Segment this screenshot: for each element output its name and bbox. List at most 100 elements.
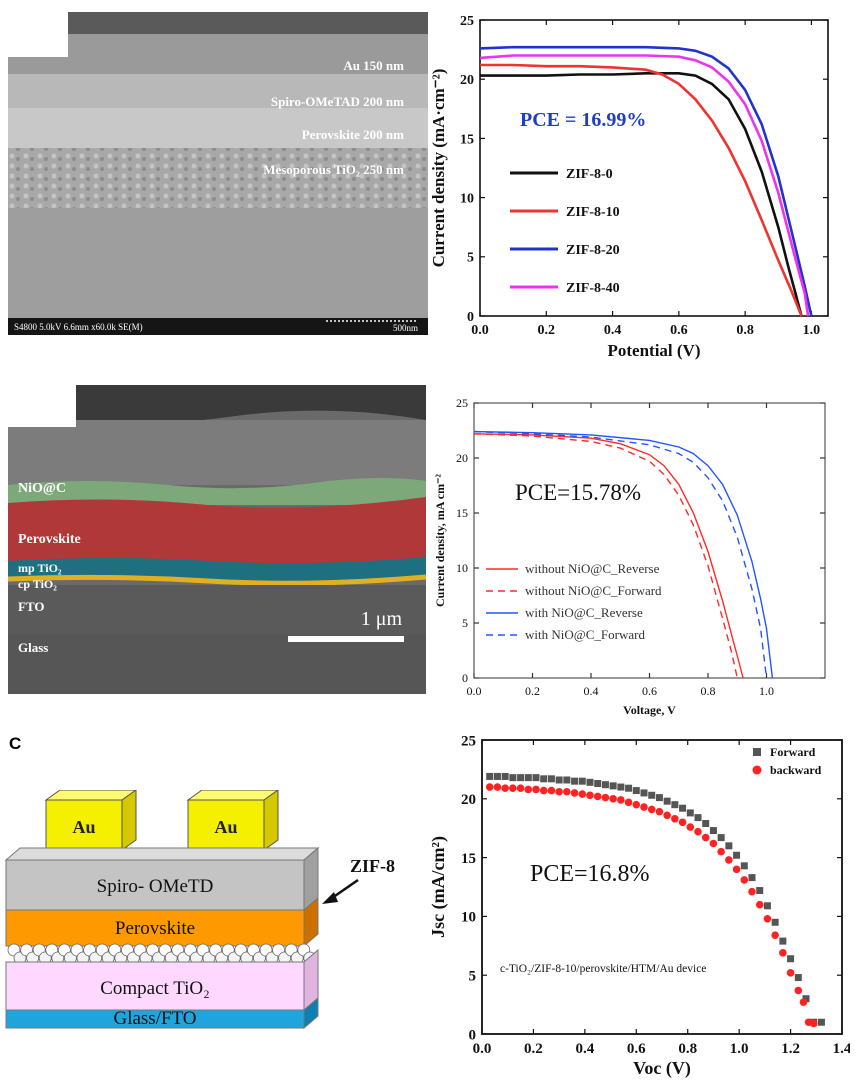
- point-forward: [655, 794, 663, 802]
- legend-marker-forward: [753, 748, 761, 756]
- pce-annotation: PCE=15.78%: [515, 480, 641, 505]
- x-tick-label: 0.0: [471, 323, 489, 338]
- y-tick-label: 0: [467, 310, 474, 325]
- point-forward: [686, 809, 694, 817]
- point-backward: [609, 795, 617, 803]
- series-line-1: [473, 433, 738, 679]
- point-backward: [632, 800, 641, 809]
- point-forward: [586, 778, 594, 786]
- point-backward: [532, 785, 540, 794]
- point-backward: [671, 814, 679, 823]
- layer-glass-fto-label: Glass/FTO: [113, 1008, 197, 1029]
- sem-b-label-nioc: NiO@C: [18, 481, 66, 496]
- point-forward: [486, 772, 494, 780]
- point-forward: [709, 827, 717, 835]
- series-line-0: [473, 433, 744, 679]
- series-line-zif-8-0: [480, 72, 803, 317]
- au-electrode-left: Au: [44, 790, 137, 851]
- point-forward: [524, 774, 532, 782]
- point-forward: [493, 772, 501, 780]
- sem-b-label-mp-tio2: mp TiO₂: [18, 561, 62, 575]
- y-tick-label: 5: [462, 616, 468, 630]
- panel-a-sem-image: Au 150 nm Spiro-OMeTAD 200 nm Perovskite…: [8, 12, 428, 335]
- layer-compact-tio2: Compact TiO₂: [5, 948, 319, 1012]
- x-tick-label: 0.2: [524, 1041, 543, 1057]
- sem-a-scale-label: 500nm: [393, 323, 418, 333]
- zif8-callout: ZIF-8: [322, 856, 395, 904]
- x-tick-label: 0.8: [736, 323, 754, 338]
- plot-frame: [479, 19, 829, 317]
- y-axis-label: Jsc (mA/cm²): [430, 836, 449, 938]
- point-backward: [624, 798, 633, 807]
- x-tick-label: 0.0: [467, 684, 482, 698]
- point-forward: [648, 791, 656, 799]
- layer-perovskite: Perovskite: [5, 896, 319, 948]
- x-tick-label: 0.2: [525, 684, 540, 698]
- point-forward: [756, 887, 764, 895]
- point-forward: [632, 787, 640, 795]
- svg-text:Perovskite: Perovskite: [115, 918, 195, 939]
- point-forward: [717, 834, 725, 842]
- point-backward: [547, 786, 556, 795]
- point-forward: [571, 777, 579, 785]
- point-forward: [787, 955, 795, 963]
- sem-a-footer-info: S4800 5.0kV 6.6mm x60.0k SE(M): [14, 322, 143, 332]
- point-backward: [748, 887, 756, 896]
- x-tick-label: 1.0: [803, 323, 821, 338]
- sem-a-label-au: Au 150 nm: [343, 58, 404, 73]
- y-tick-label: 10: [460, 192, 474, 207]
- point-backward: [655, 807, 664, 816]
- x-tick-label: 0.6: [642, 684, 657, 698]
- legend-label: Forward: [770, 745, 816, 759]
- point-forward: [771, 918, 779, 926]
- legend-label: with NiO@C_Reverse: [525, 605, 643, 620]
- point-forward: [594, 780, 602, 788]
- plot-frame: [481, 739, 843, 1035]
- legend-label: with NiO@C_Forward: [525, 627, 645, 642]
- point-forward: [640, 789, 648, 797]
- point-forward: [794, 974, 802, 982]
- x-tick-label: 0.6: [670, 323, 688, 338]
- chart-a: 0.0 0.2 0.4 0.6 0.8 1.0 0 5 10 15 20 25 Potential (V…: [429, 14, 829, 360]
- sem-b-label-fto: FTO: [18, 599, 45, 614]
- point-forward: [540, 775, 548, 783]
- series-line-3: [473, 430, 768, 679]
- y-tick-label: 15: [456, 506, 468, 520]
- point-forward: [763, 902, 771, 910]
- sem-a-label-spiro: Spiro-OMeTAD 200 nm: [271, 94, 404, 109]
- point-backward: [694, 827, 702, 836]
- svg-text:ZIF-8: ZIF-8: [350, 856, 395, 876]
- y-axis-label: Current density, mA cm⁻²: [433, 474, 447, 607]
- x-tick-label: 0.0: [473, 1041, 492, 1057]
- legend-label: backward: [770, 763, 822, 777]
- point-forward: [601, 781, 609, 789]
- point-backward: [763, 914, 772, 923]
- point-forward: [547, 775, 555, 783]
- point-forward: [563, 776, 571, 784]
- x-tick-label: 0.8: [678, 1041, 697, 1057]
- point-backward: [555, 787, 563, 796]
- series-line-zif-8-40: [479, 54, 810, 317]
- point-backward: [709, 839, 718, 848]
- point-forward: [740, 862, 748, 870]
- x-tick-label: 0.4: [575, 1041, 594, 1057]
- y-tick-label: 25: [460, 14, 474, 29]
- y-tick-label: 15: [460, 132, 474, 147]
- legend-label: ZIF-8-20: [566, 243, 620, 258]
- device-label: c-TiO₂/ZIF-8-10/perovskite/HTM/Au device: [500, 963, 706, 975]
- legend-label: ZIF-8-10: [566, 205, 620, 220]
- panel-c-device-schematic: Au Au Spiro- OMeTD Perovskite Compact Ti…: [4, 790, 395, 1030]
- point-forward: [702, 819, 710, 827]
- point-forward: [609, 782, 617, 790]
- series-line-zif-8-10: [480, 63, 803, 317]
- point-backward: [593, 792, 602, 801]
- point-backward: [686, 823, 695, 831]
- point-backward: [485, 783, 494, 791]
- point-forward: [509, 774, 517, 782]
- sem-b-scale-bar: [288, 636, 404, 642]
- point-backward: [794, 986, 803, 995]
- point-forward: [694, 814, 702, 822]
- point-backward: [586, 791, 594, 800]
- legend-marker-backward: [752, 765, 762, 775]
- point-backward: [678, 818, 687, 827]
